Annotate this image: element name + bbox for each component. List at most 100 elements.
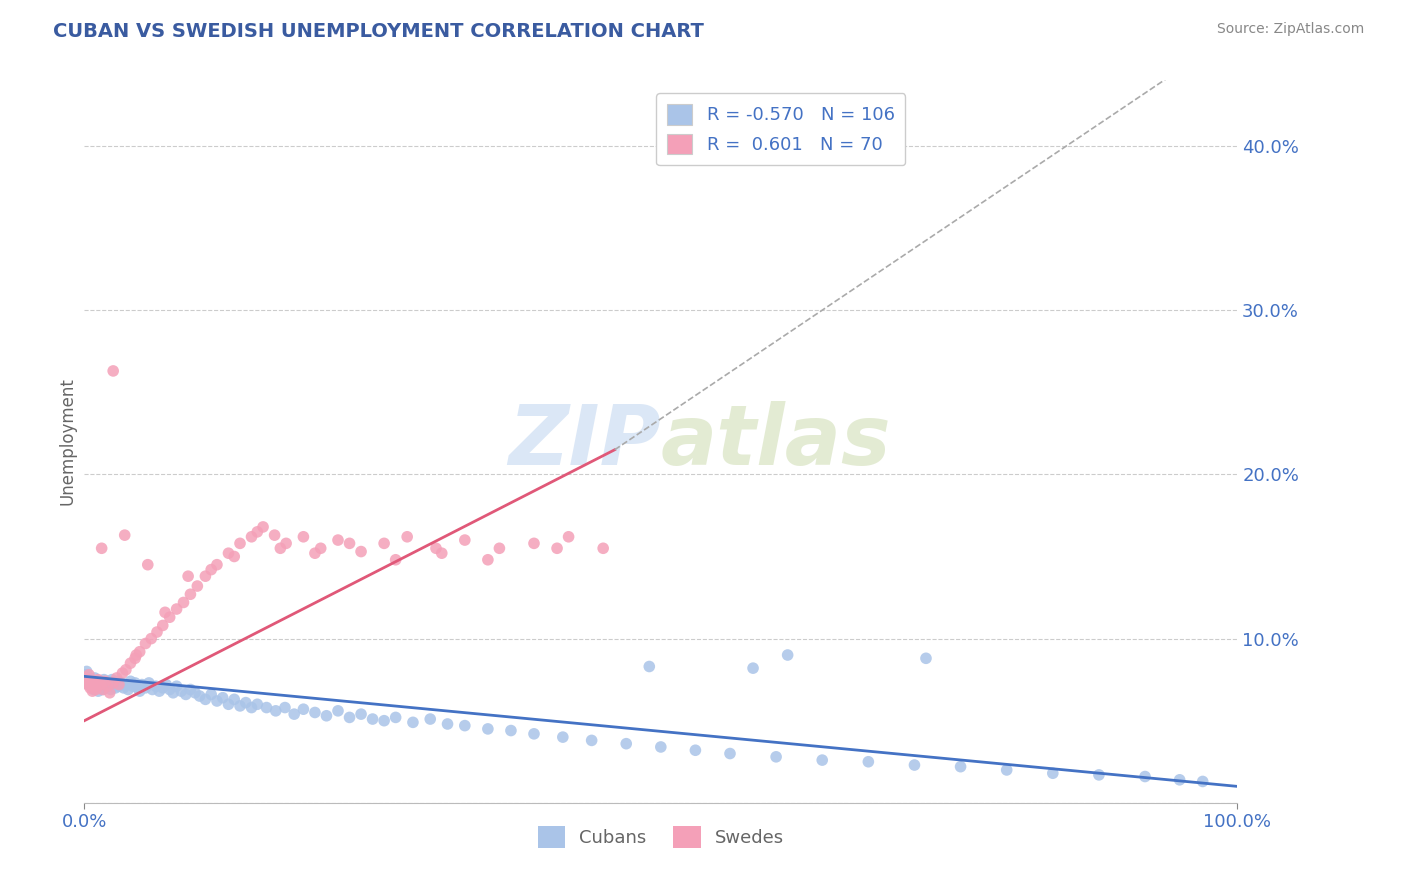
Point xyxy=(110,676,132,690)
Point xyxy=(200,563,222,577)
Point xyxy=(152,681,174,695)
Point xyxy=(96,676,118,690)
Point xyxy=(246,698,269,712)
Point xyxy=(89,679,111,693)
Point xyxy=(949,760,972,774)
Point xyxy=(89,674,111,689)
Point xyxy=(488,541,510,556)
Point xyxy=(546,541,568,556)
Point xyxy=(76,673,98,687)
Point xyxy=(246,524,269,539)
Point xyxy=(79,681,101,695)
Point xyxy=(373,536,395,550)
Point xyxy=(384,553,406,567)
Point xyxy=(292,530,315,544)
Point xyxy=(477,722,499,736)
Point xyxy=(718,747,741,761)
Point xyxy=(454,718,477,732)
Point xyxy=(138,676,160,690)
Point xyxy=(98,686,121,700)
Point xyxy=(127,681,149,695)
Point xyxy=(194,692,217,706)
Point xyxy=(205,558,228,572)
Point xyxy=(141,632,163,646)
Point xyxy=(361,712,384,726)
Point xyxy=(276,536,298,550)
Point xyxy=(121,679,143,693)
Point xyxy=(430,546,453,560)
Point xyxy=(283,707,305,722)
Point xyxy=(162,686,184,700)
Point xyxy=(350,544,373,558)
Point xyxy=(765,749,787,764)
Point xyxy=(148,684,170,698)
Point xyxy=(82,676,104,690)
Point xyxy=(94,674,117,689)
Point xyxy=(373,714,395,728)
Point xyxy=(581,733,603,747)
Point xyxy=(86,676,108,690)
Point xyxy=(79,674,101,689)
Point xyxy=(141,682,163,697)
Point xyxy=(115,663,138,677)
Point xyxy=(179,587,201,601)
Point xyxy=(105,677,128,691)
Y-axis label: Unemployment: Unemployment xyxy=(58,377,76,506)
Point xyxy=(101,673,124,687)
Text: ZIP: ZIP xyxy=(508,401,661,482)
Point xyxy=(224,692,246,706)
Point xyxy=(103,676,125,690)
Point xyxy=(97,674,120,689)
Point xyxy=(82,684,104,698)
Point xyxy=(166,602,188,616)
Point xyxy=(103,679,124,693)
Point xyxy=(104,681,127,695)
Point xyxy=(155,677,177,691)
Point xyxy=(124,651,146,665)
Point xyxy=(315,708,337,723)
Point xyxy=(131,677,153,691)
Point xyxy=(350,707,373,722)
Point xyxy=(87,673,110,687)
Point xyxy=(145,679,167,693)
Point xyxy=(1191,774,1213,789)
Point xyxy=(995,763,1018,777)
Point xyxy=(125,648,148,662)
Point xyxy=(117,682,139,697)
Point xyxy=(76,665,98,679)
Point xyxy=(114,528,136,542)
Point xyxy=(304,546,326,560)
Point xyxy=(477,553,499,567)
Point xyxy=(419,712,441,726)
Point xyxy=(304,706,326,720)
Point xyxy=(256,700,278,714)
Point xyxy=(136,558,159,572)
Point xyxy=(103,364,124,378)
Point xyxy=(436,717,458,731)
Point xyxy=(115,677,138,691)
Point xyxy=(159,610,181,624)
Point xyxy=(173,595,195,609)
Point xyxy=(170,684,193,698)
Legend: Cubans, Swedes: Cubans, Swedes xyxy=(530,819,792,855)
Point xyxy=(650,739,672,754)
Point xyxy=(211,690,233,705)
Point xyxy=(166,679,188,693)
Point xyxy=(309,541,332,556)
Point xyxy=(108,677,131,691)
Point xyxy=(523,727,546,741)
Point xyxy=(93,673,115,687)
Point xyxy=(89,677,111,691)
Point xyxy=(186,579,208,593)
Point xyxy=(84,681,107,695)
Point xyxy=(90,677,112,691)
Point xyxy=(229,698,252,713)
Point xyxy=(915,651,938,665)
Point xyxy=(103,676,124,690)
Point xyxy=(96,679,118,693)
Point xyxy=(105,671,128,685)
Point xyxy=(523,536,546,550)
Point xyxy=(425,541,447,556)
Point xyxy=(107,674,129,689)
Point xyxy=(76,674,98,689)
